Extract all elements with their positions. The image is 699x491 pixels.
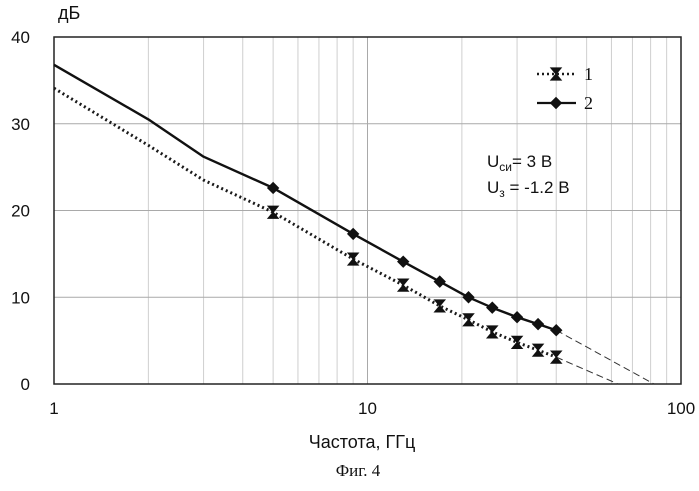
series-1-point (551, 351, 561, 363)
series-2-point (463, 292, 474, 303)
series-1-point (268, 206, 278, 218)
series-2-point (512, 312, 523, 323)
series-1-point (464, 314, 474, 326)
series-1-point (348, 253, 358, 265)
series-2-point (398, 256, 409, 267)
series-1-point (533, 344, 543, 356)
y-tick-label: 40 (11, 28, 30, 47)
series-2-point (434, 276, 445, 287)
x-tick-label: 100 (667, 399, 695, 418)
series-2-point (268, 182, 279, 193)
series-1-extrapolation (556, 357, 618, 384)
y-axis-label: дБ (58, 3, 80, 23)
y-tick-label: 20 (11, 202, 30, 221)
annotation-line-2: Uз = -1.2 В (487, 178, 570, 200)
y-tick-label: 10 (11, 288, 30, 307)
x-tick-label: 10 (358, 399, 377, 418)
legend-label-2: 2 (584, 93, 593, 113)
legend-marker-2 (551, 98, 562, 109)
series-2-point (533, 319, 544, 330)
series-2-point (348, 228, 359, 239)
series-2-point (487, 302, 498, 313)
x-tick-label: 1 (49, 399, 58, 418)
annotation-line-1: Uси= 3 В (487, 152, 552, 174)
y-tick-label: 30 (11, 115, 30, 134)
series-2-extrapolation (556, 330, 654, 384)
legend: 1 2 (537, 64, 593, 113)
series-1-point (398, 279, 408, 291)
x-tick-labels: 1 10 100 (49, 399, 695, 418)
grid-lines (54, 37, 681, 384)
bias-annotation: Uси= 3 В Uз = -1.2 В (487, 152, 570, 200)
x-axis-label: Частота, ГГц (309, 432, 416, 452)
extrapolation-lines (556, 330, 654, 384)
series-1-line (54, 88, 556, 357)
series-2-line (54, 65, 556, 330)
figure-caption: Фиг. 4 (336, 461, 381, 480)
series-1-point (435, 300, 445, 312)
legend-marker-2-glyph (551, 98, 562, 109)
series-2-point (551, 325, 562, 336)
y-tick-label: 0 (21, 375, 30, 394)
y-tick-labels: 0 10 20 30 40 (11, 28, 30, 394)
legend-label-1: 1 (584, 64, 593, 84)
